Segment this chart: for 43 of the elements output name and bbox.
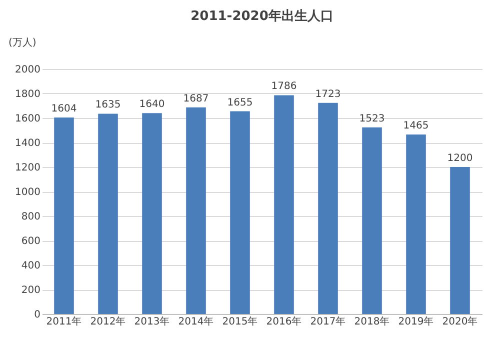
data-label: 1635	[95, 100, 121, 111]
x-tick-label: 2012年	[90, 316, 126, 328]
data-label: 1200	[447, 153, 473, 164]
x-tick-label: 2020年	[442, 316, 478, 328]
data-label: 1465	[403, 120, 429, 132]
y-tick-label: 600	[21, 236, 40, 247]
y-tick-label: 1400	[15, 138, 40, 149]
data-label: 1640	[139, 99, 165, 110]
x-tick-label: 2017年	[310, 316, 346, 328]
bar	[54, 118, 74, 314]
bar	[406, 134, 426, 314]
y-tick-label: 1600	[15, 114, 40, 124]
x-tick-label: 2016年	[266, 316, 302, 328]
bar	[230, 111, 250, 314]
data-label: 1604	[51, 104, 77, 115]
data-label: 1786	[271, 81, 297, 92]
chart-title: 2011-2020年出生人口	[190, 9, 334, 24]
data-label: 1723	[315, 88, 341, 100]
bar	[318, 102, 338, 314]
y-axis-title: (万人)	[8, 38, 36, 48]
x-tick-label: 2015年	[222, 316, 258, 328]
bar	[362, 127, 382, 314]
data-label: 1655	[227, 97, 253, 108]
x-tick-label: 2018年	[354, 316, 390, 328]
y-tick-label: 400	[21, 260, 40, 272]
bar	[274, 95, 294, 314]
y-tick-label: 2000	[15, 64, 40, 76]
x-tick-label: 2019年	[398, 316, 434, 328]
x-tick-label: 2011年	[46, 316, 82, 328]
bar	[186, 107, 206, 314]
data-label: 1687	[183, 93, 209, 104]
x-tick-label: 2013年	[134, 316, 170, 328]
bar	[450, 167, 470, 314]
bar	[142, 113, 162, 314]
x-tick-label: 2014年	[178, 316, 214, 328]
data-label: 1523	[359, 113, 385, 124]
y-tick-label: 0	[34, 310, 40, 320]
bar	[98, 114, 118, 314]
y-tick-label: 200	[21, 285, 40, 296]
y-tick-label: 1200	[15, 162, 40, 174]
y-tick-label: 1000	[15, 187, 40, 198]
y-tick-label: 800	[21, 212, 40, 222]
y-tick-label: 1800	[15, 89, 40, 100]
